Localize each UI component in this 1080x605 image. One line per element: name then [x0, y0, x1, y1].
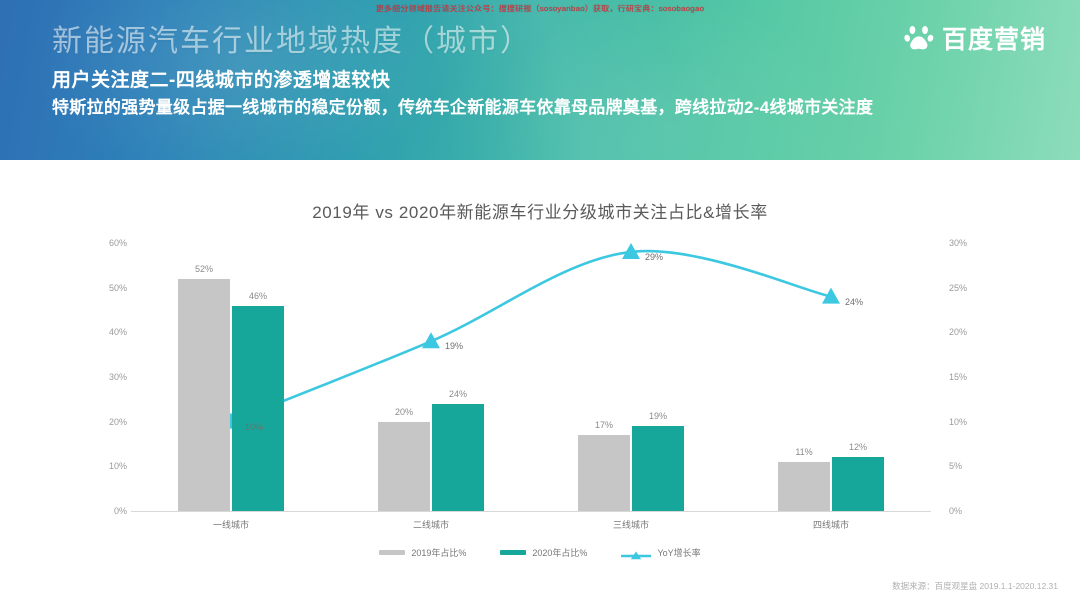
x-axis-label: 三线城市 [612, 520, 650, 530]
y-axis-tick: 30% [108, 372, 127, 382]
legend-item-yoy[interactable]: YoY增长率 [621, 546, 701, 559]
baidu-paw-icon [904, 26, 934, 50]
y-axis-tick: 25% [949, 282, 968, 293]
y-axis-tick: 10% [949, 416, 968, 427]
chart-title: 2019年 vs 2020年新能源车行业分级城市关注占比&增长率 [312, 203, 768, 222]
source-note: 数据来源：百度观星盘 2019.1.1-2020.12.31 [892, 581, 1058, 591]
legend-label: 2019年占比% [411, 548, 467, 558]
legend-swatch-icon [500, 550, 527, 555]
legend-label: YoY增长率 [657, 548, 701, 558]
yoy-value-label: 24% [845, 296, 864, 307]
bar-2020[interactable]: 24% [432, 389, 484, 511]
bar-group: 20% 24% [331, 243, 531, 511]
bar-2019[interactable]: 17% [578, 420, 630, 511]
bar-2020[interactable]: 12% [832, 442, 884, 511]
brand-logo: 百度营销 [904, 20, 1046, 56]
header-subtitle: 用户关注度二-四线城市的渗透增速较快 [52, 69, 391, 91]
bar-2020[interactable]: 46% [232, 291, 284, 511]
bar-value-label: 12% [848, 442, 868, 453]
bar-value-label: 52% [194, 263, 214, 274]
bar-group: 17% 19% [531, 243, 731, 511]
bar-value-label: 11% [795, 446, 813, 457]
x-axis-label: 一线城市 [212, 520, 250, 530]
bar-group: 11% 12% [731, 243, 931, 511]
header-banner: 更多细分领域报告请关注公众号：搜搜研报（sosoyanbao）获取，行研宝典：s… [0, 0, 1080, 160]
y-axis-tick: 20% [949, 327, 968, 338]
yoy-value-label: 10% [245, 421, 264, 432]
plot-area: 52% 46% 20% 24% 17% 19% 11% 12% 10% 19% 29% 24% [131, 243, 931, 511]
bar-value-label: 19% [648, 411, 668, 422]
legend-swatch-icon [379, 550, 406, 555]
bar-group: 52% 46% [131, 243, 331, 511]
legend-line-icon [621, 548, 652, 559]
x-axis-baseline [131, 511, 931, 512]
y-axis-tick: 30% [949, 238, 968, 248]
bar-value-label: 20% [394, 406, 414, 417]
bar-2019[interactable]: 20% [378, 407, 430, 511]
y-axis-tick: 5% [949, 461, 963, 472]
legend-label: 2020年占比% [532, 548, 588, 558]
bar-2019[interactable]: 11% [778, 447, 830, 511]
yoy-value-label: 19% [445, 341, 464, 352]
header-description: 特斯拉的强势量级占据一线城市的稳定份额，传统车企新能源车依靠母品牌奠基，跨线拉动… [52, 98, 874, 117]
page-title: 新能源汽车行业地域热度（城市） [52, 25, 532, 58]
y-axis-tick: 20% [108, 416, 127, 427]
y-axis-tick: 10% [108, 461, 127, 472]
bar-value-label: 46% [248, 290, 268, 301]
yoy-value-label: 29% [645, 251, 664, 262]
y-axis-left: 0% 10% 20% 30% 40% 50% 60% [97, 238, 127, 516]
legend-item-2019[interactable]: 2019年占比% [379, 546, 466, 559]
y-axis-tick: 60% [108, 238, 127, 248]
legend-item-2020[interactable]: 2020年占比% [500, 546, 587, 559]
header-text-block: 新能源汽车行业地域热度（城市） 用户关注度二-四线城市的渗透增速较快 特斯拉的强… [0, 16, 1080, 121]
x-axis-label: 二线城市 [412, 520, 450, 530]
y-axis-tick: 40% [108, 327, 127, 338]
y-axis-tick: 0% [949, 506, 963, 516]
brand-name: 百度营销 [941, 26, 1046, 54]
chart-legend: 2019年占比% 2020年占比% YoY增长率 [0, 546, 1080, 559]
bar-value-label: 17% [594, 420, 614, 431]
y-axis-right: 0% 5% 10% 15% 20% 25% 30% [949, 238, 983, 516]
y-axis-tick: 0% [113, 506, 127, 516]
y-axis-tick: 50% [108, 282, 127, 293]
bar-2019[interactable]: 52% [178, 264, 230, 511]
chart-container: 2019年 vs 2020年新能源车行业分级城市关注占比&增长率 0% 10% 20… [0, 160, 1080, 605]
x-axis-label: 四线城市 [812, 520, 850, 530]
y-axis-tick: 15% [949, 372, 968, 382]
promo-text: 更多细分领域报告请关注公众号：搜搜研报（sosoyanbao）获取，行研宝典：s… [375, 3, 705, 13]
promo-bar: 更多细分领域报告请关注公众号：搜搜研报（sosoyanbao）获取，行研宝典：s… [0, 0, 1080, 16]
bar-2020[interactable]: 19% [632, 411, 684, 511]
bar-value-label: 24% [448, 388, 468, 399]
